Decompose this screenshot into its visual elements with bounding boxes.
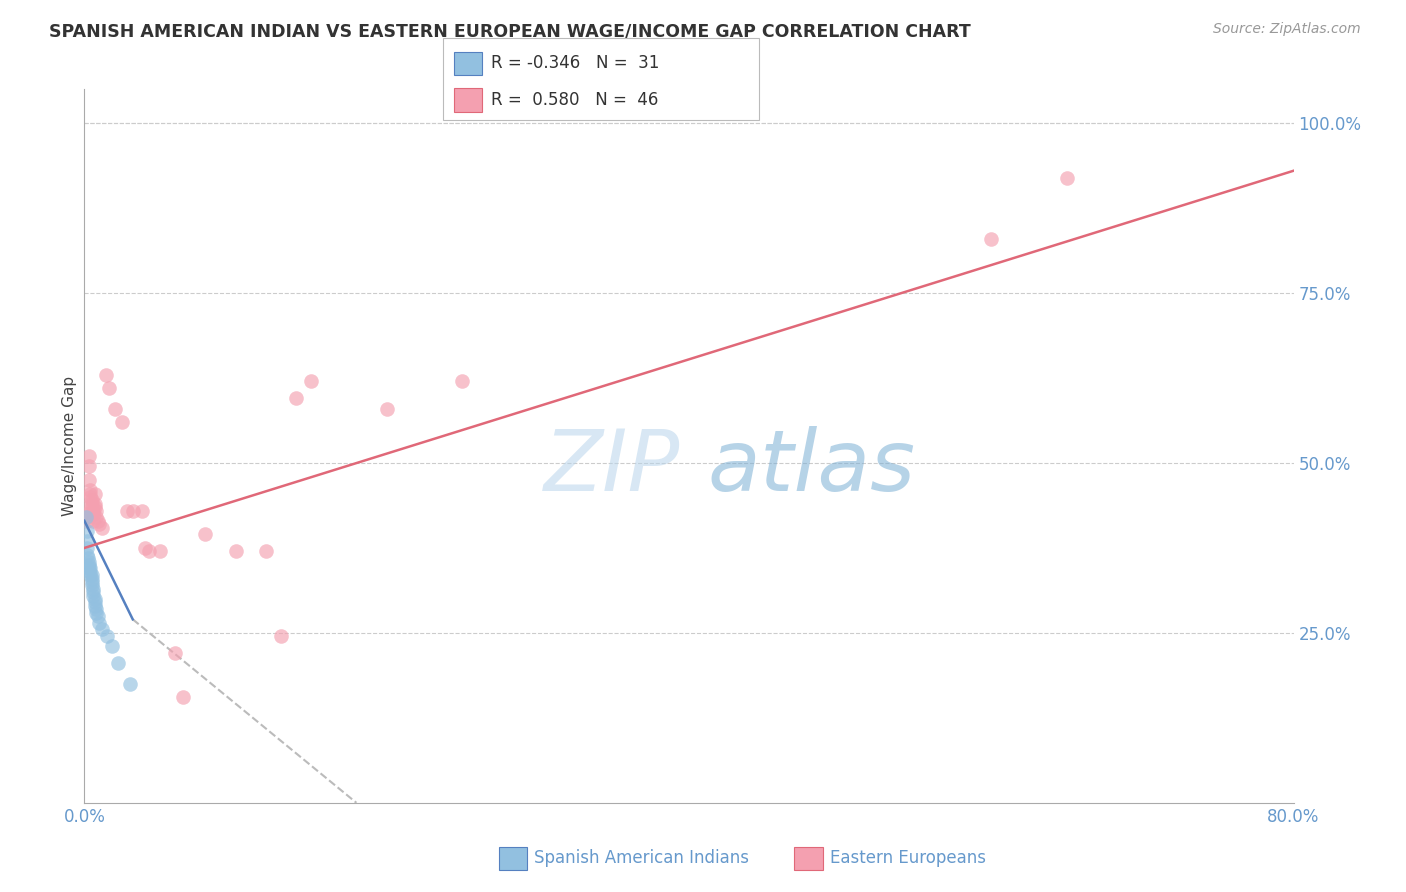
Text: R =  0.580   N =  46: R = 0.580 N = 46 [491, 91, 658, 109]
Text: atlas: atlas [707, 425, 915, 509]
Point [194, 527, 217, 541]
Point [121, 503, 143, 517]
Point [76, 534, 98, 549]
Y-axis label: Wage/Income Gap: Wage/Income Gap [62, 376, 77, 516]
Point [980, 232, 1002, 246]
Point [84, 486, 107, 500]
Point [84, 497, 107, 511]
Point [79, 561, 101, 575]
Point [131, 503, 153, 517]
Point [84, 591, 107, 606]
Point [80, 578, 103, 592]
Point [91, 520, 114, 534]
Point [80, 493, 103, 508]
Point [80, 574, 103, 589]
Point [107, 657, 129, 671]
Point [138, 544, 160, 558]
Point [149, 544, 172, 558]
Point [91, 623, 114, 637]
Point [172, 690, 194, 705]
Point [97, 381, 120, 395]
Point [96, 629, 118, 643]
Point [79, 565, 101, 579]
Point [225, 544, 247, 558]
Point [79, 568, 101, 582]
Text: Source: ZipAtlas.com: Source: ZipAtlas.com [1213, 22, 1361, 37]
Point [254, 544, 277, 558]
Point [76, 548, 98, 562]
Point [79, 490, 101, 504]
Point [87, 514, 110, 528]
Point [80, 497, 103, 511]
Point [82, 582, 104, 596]
Point [1056, 170, 1078, 185]
Point [77, 558, 100, 572]
Point [134, 541, 156, 555]
Point [82, 507, 104, 521]
Point [94, 368, 117, 382]
Point [89, 615, 111, 630]
Point [111, 415, 134, 429]
Point [84, 599, 107, 613]
Point [75, 507, 97, 521]
Point [115, 503, 138, 517]
Point [299, 375, 322, 389]
Point [270, 629, 292, 643]
Point [89, 517, 111, 532]
Point [451, 375, 474, 389]
Point [118, 677, 141, 691]
Point [86, 503, 108, 517]
Point [77, 551, 100, 566]
Point [76, 541, 98, 555]
Point [100, 640, 122, 654]
Point [82, 589, 104, 603]
Point [77, 449, 100, 463]
Point [375, 401, 398, 416]
Point [80, 568, 103, 582]
Point [86, 510, 108, 524]
Point [77, 473, 100, 487]
Point [84, 500, 107, 515]
Point [75, 510, 97, 524]
Point [86, 602, 108, 616]
Point [82, 585, 104, 599]
Point [285, 392, 308, 406]
Point [79, 486, 101, 500]
Text: Eastern Europeans: Eastern Europeans [830, 849, 986, 867]
Point [82, 514, 104, 528]
Point [86, 606, 108, 620]
Point [77, 561, 100, 575]
Point [82, 503, 104, 517]
Point [165, 646, 187, 660]
Point [104, 401, 127, 416]
Point [77, 459, 100, 474]
Point [80, 572, 103, 586]
Point [76, 514, 98, 528]
Point [79, 483, 101, 498]
Text: R = -0.346   N =  31: R = -0.346 N = 31 [491, 54, 659, 72]
Point [77, 555, 100, 569]
Point [84, 595, 107, 609]
Point [76, 524, 98, 538]
Text: SPANISH AMERICAN INDIAN VS EASTERN EUROPEAN WAGE/INCOME GAP CORRELATION CHART: SPANISH AMERICAN INDIAN VS EASTERN EUROP… [49, 22, 972, 40]
Point [76, 510, 98, 524]
Point [80, 500, 103, 515]
Point [75, 500, 97, 515]
Text: Spanish American Indians: Spanish American Indians [534, 849, 749, 867]
Text: ZIP: ZIP [544, 425, 681, 509]
Point [87, 608, 110, 623]
